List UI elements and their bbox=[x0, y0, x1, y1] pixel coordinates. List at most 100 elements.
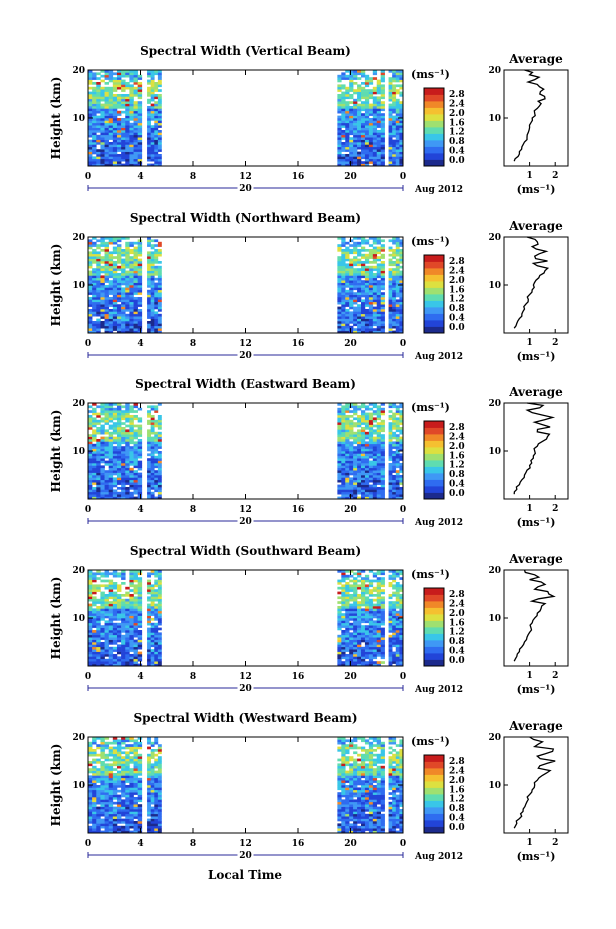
heatmap-cell bbox=[129, 70, 134, 73]
heatmap-cell bbox=[150, 407, 155, 411]
heatmap-cell bbox=[357, 108, 362, 112]
heatmap-cell bbox=[341, 594, 346, 597]
heatmap-cell bbox=[361, 429, 366, 433]
heatmap-cell bbox=[150, 455, 155, 459]
heatmap-cell bbox=[392, 79, 397, 83]
heatmap-cell bbox=[349, 130, 354, 133]
panel-title: Spectral Width (Vertical Beam) bbox=[140, 44, 351, 58]
heatmap-cell bbox=[349, 239, 354, 243]
heatmap-cell bbox=[380, 161, 385, 164]
heatmap-cell bbox=[392, 309, 397, 312]
heatmap-cell bbox=[157, 634, 162, 638]
heatmap-cell bbox=[380, 309, 385, 312]
heatmap-cell bbox=[392, 292, 397, 295]
heatmap-cell bbox=[361, 304, 366, 307]
heatmap-cell bbox=[157, 122, 162, 126]
heatmap-cell bbox=[108, 149, 114, 152]
heatmap-cell bbox=[376, 149, 381, 152]
heatmap-cell bbox=[104, 115, 109, 119]
heatmap-cell bbox=[92, 630, 97, 633]
heatmap-cell bbox=[376, 98, 381, 102]
heatmap-cell bbox=[116, 429, 122, 433]
heatmap-cell bbox=[108, 496, 114, 500]
heatmap-cell bbox=[345, 108, 350, 112]
heatmap-cell bbox=[96, 251, 101, 255]
heatmap-cell bbox=[337, 309, 342, 312]
colorbar-segment bbox=[424, 326, 444, 334]
heatmap-cell bbox=[100, 608, 105, 612]
heatmap-cell bbox=[154, 316, 159, 319]
heatmap-cell bbox=[372, 639, 378, 643]
heatmap-cell bbox=[399, 79, 404, 83]
heatmap-cell bbox=[112, 422, 118, 425]
heatmap-cell bbox=[395, 601, 400, 604]
heatmap-cell bbox=[154, 146, 159, 150]
heatmap-cell bbox=[88, 436, 93, 440]
heatmap-cell bbox=[116, 649, 122, 652]
heatmap-cell bbox=[399, 289, 404, 293]
heatmap-cell bbox=[96, 415, 101, 418]
heatmap-cell bbox=[399, 285, 404, 288]
heatmap-cell bbox=[399, 91, 404, 95]
heatmap-cell bbox=[392, 451, 397, 454]
heatmap-cell bbox=[349, 74, 354, 78]
heatmap-cell bbox=[150, 163, 155, 167]
heatmap-cell bbox=[388, 458, 393, 461]
x-tick-label: 12 bbox=[239, 672, 252, 682]
heatmap-cell bbox=[116, 407, 122, 411]
heatmap-cell bbox=[395, 424, 400, 428]
heatmap-cell bbox=[368, 137, 374, 140]
heatmap-cell bbox=[157, 285, 162, 288]
heatmap-cell bbox=[399, 658, 404, 662]
heatmap-cell bbox=[125, 299, 130, 303]
heatmap-cell bbox=[337, 419, 342, 423]
heatmap-cell bbox=[116, 606, 122, 609]
heatmap-cell bbox=[345, 125, 350, 128]
heatmap-cell bbox=[125, 101, 130, 104]
heatmap-cell bbox=[100, 455, 105, 459]
heatmap-cell bbox=[96, 139, 101, 143]
heatmap-cell bbox=[133, 446, 138, 449]
heatmap-cell bbox=[364, 584, 370, 588]
heatmap-cell bbox=[372, 441, 378, 445]
heatmap-cell bbox=[361, 330, 366, 334]
heatmap-cell bbox=[345, 663, 350, 667]
heatmap-cell bbox=[337, 108, 342, 112]
heatmap-cell bbox=[361, 318, 366, 322]
heatmap-cell bbox=[368, 615, 374, 619]
heatmap-cell bbox=[137, 103, 143, 107]
heatmap-cell bbox=[154, 134, 159, 138]
heatmap-cell bbox=[349, 443, 354, 447]
heatmap-cell bbox=[392, 625, 397, 628]
heatmap-cell bbox=[337, 125, 342, 128]
heatmap-cell bbox=[380, 325, 385, 329]
heatmap-cell bbox=[380, 596, 385, 600]
heatmap-cell bbox=[392, 321, 397, 324]
heatmap-cell bbox=[104, 277, 109, 281]
heatmap-cell bbox=[116, 658, 122, 662]
heatmap-cell bbox=[104, 125, 109, 128]
heatmap-cell bbox=[341, 463, 346, 466]
heatmap-cell bbox=[341, 622, 346, 626]
heatmap-cell bbox=[104, 144, 109, 148]
heatmap-cell bbox=[129, 72, 134, 76]
heatmap-cell bbox=[341, 74, 346, 78]
heatmap-cell bbox=[116, 465, 122, 469]
heatmap-cell bbox=[147, 639, 151, 643]
heatmap-cell bbox=[112, 287, 118, 291]
heatmap-cell bbox=[133, 297, 138, 300]
heatmap-cell bbox=[100, 439, 105, 442]
heatmap-cell bbox=[116, 634, 122, 638]
heatmap-cell bbox=[150, 613, 155, 616]
heatmap-cell bbox=[116, 825, 122, 829]
heatmap-cell bbox=[92, 448, 97, 452]
heatmap-cell bbox=[368, 328, 374, 331]
heatmap-cell bbox=[88, 627, 93, 631]
heatmap-cell bbox=[88, 103, 93, 107]
heatmap-cell bbox=[137, 825, 143, 829]
heatmap-cell bbox=[157, 620, 162, 624]
heatmap-cell bbox=[376, 237, 381, 240]
heatmap-cell bbox=[116, 122, 122, 126]
heatmap-cell bbox=[399, 323, 404, 327]
heatmap-cell bbox=[380, 477, 385, 481]
